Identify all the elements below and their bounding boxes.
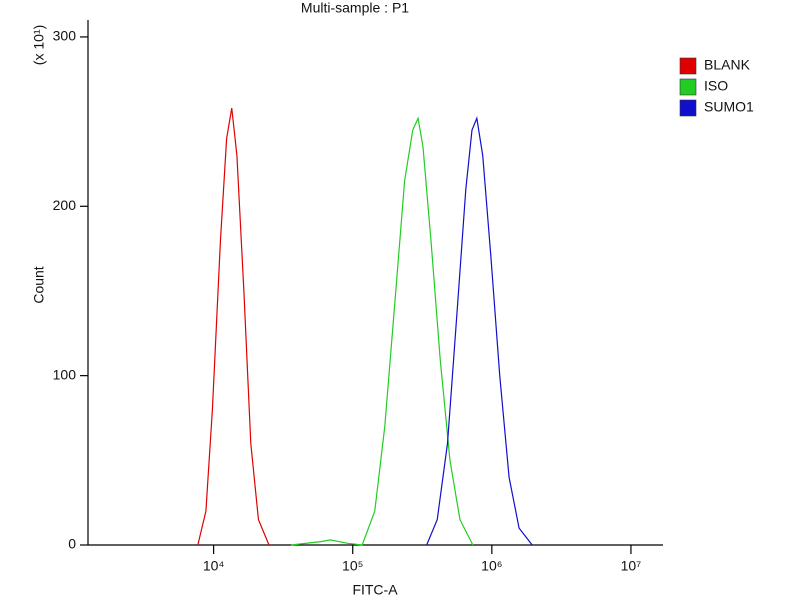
- x-axis-label: FITC-A: [352, 582, 398, 598]
- y-multiplier: (x 10¹): [31, 25, 47, 65]
- x-tick-label: 10⁶: [481, 558, 502, 574]
- legend-label: ISO: [704, 78, 728, 94]
- legend-swatch: [679, 57, 697, 75]
- x-tick-label: 10⁷: [621, 558, 642, 574]
- y-axis-label: Count: [31, 266, 47, 303]
- y-tick-label: 300: [53, 28, 77, 44]
- legend-swatch: [679, 78, 697, 96]
- y-tick-label: 100: [53, 366, 77, 382]
- y-tick-label: 200: [53, 197, 77, 213]
- legend-swatch: [679, 99, 697, 117]
- y-tick-label: 0: [68, 536, 76, 552]
- legend-label: BLANK: [704, 57, 751, 73]
- series-line: [290, 116, 474, 546]
- legend-label: SUMO1: [704, 99, 754, 115]
- series-line: [197, 107, 270, 546]
- x-tick-label: 10⁵: [342, 558, 363, 574]
- chart-title: Multi-sample : P1: [301, 0, 409, 16]
- x-tick-label: 10⁴: [203, 558, 225, 574]
- series-line: [426, 116, 533, 546]
